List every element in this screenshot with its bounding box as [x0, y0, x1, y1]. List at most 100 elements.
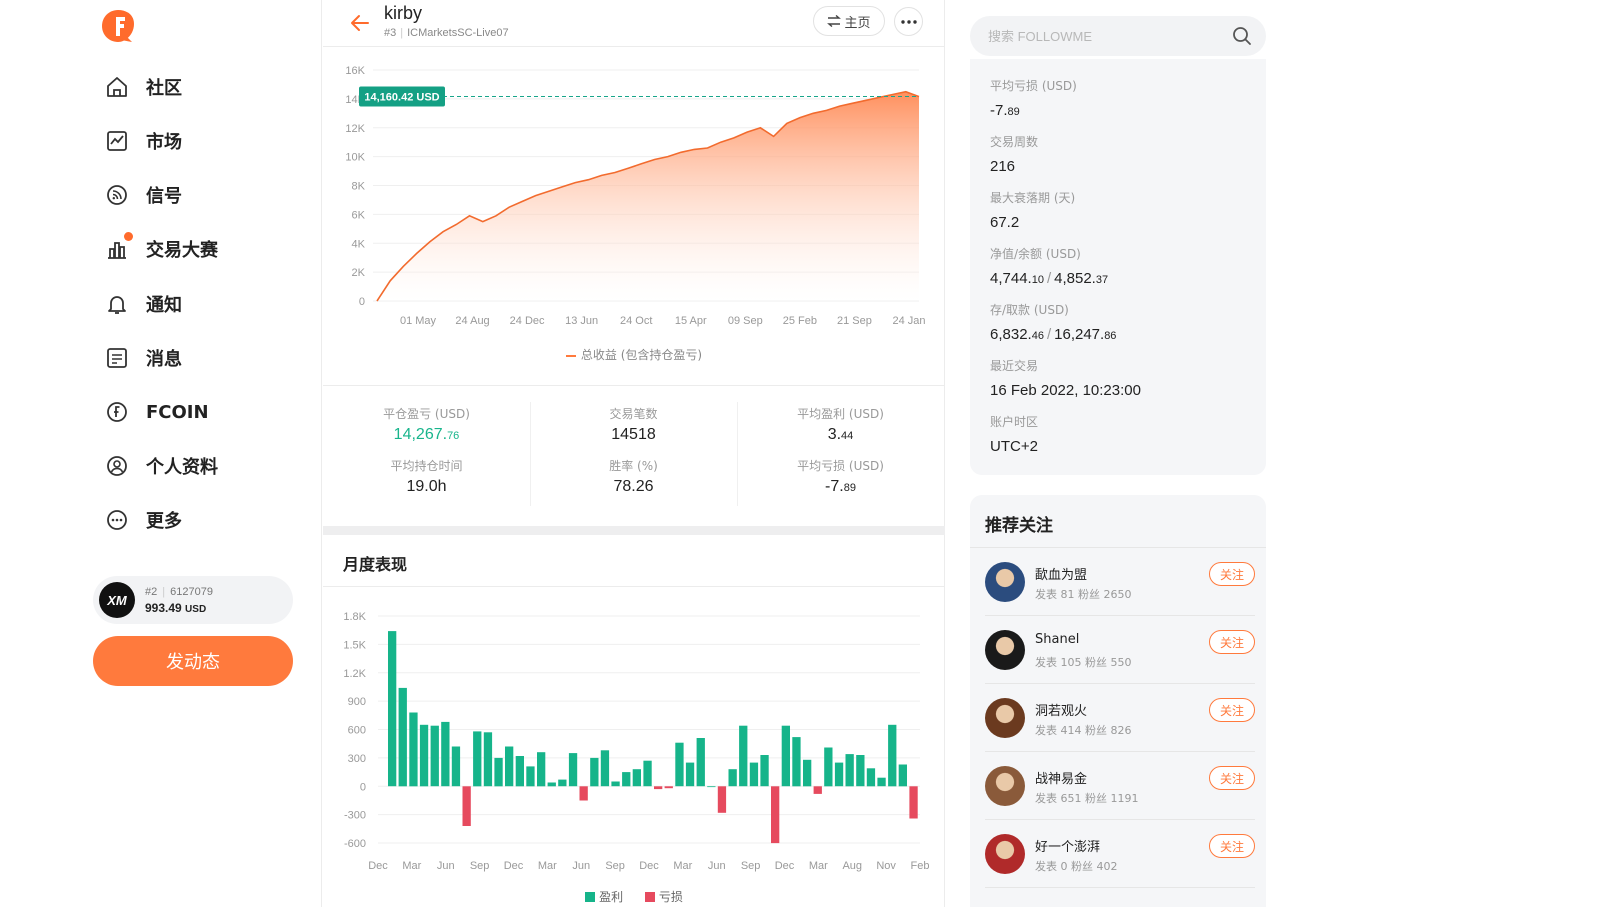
chart-icon [104, 128, 130, 154]
sidebar-item-5[interactable]: 通知 [104, 289, 182, 319]
stat-label: 平均亏损 (USD) [797, 459, 884, 473]
profit-bar [558, 779, 567, 787]
info-label: 最大衰落期 (天) [990, 191, 1076, 205]
stat-item: 交易笔数 14518 [530, 405, 737, 444]
follow-button[interactable]: 关注 [1209, 834, 1255, 858]
x-tick-label: Jun [708, 860, 726, 872]
sidebar-item-8[interactable]: 个人资料 [104, 451, 218, 481]
avatar[interactable] [985, 630, 1025, 670]
sidebar-item-2[interactable]: 市场 [104, 126, 182, 156]
profit-bar [685, 762, 695, 787]
x-tick-label: Aug [842, 860, 862, 872]
legend-profit: 盈利 [599, 890, 624, 904]
profit-bar [419, 724, 429, 787]
stat-value: 14,267.76 [323, 426, 530, 444]
trader-name: kirby [384, 3, 423, 23]
recommend-item[interactable]: 洞若观火 发表 414 粉丝 826 关注 [985, 684, 1255, 752]
profit-bar [505, 746, 514, 787]
post-button[interactable]: 发动态 [93, 636, 293, 686]
loss-bar [579, 786, 588, 801]
avatar[interactable] [985, 562, 1025, 602]
stat-label: 平均持仓时间 [390, 459, 463, 473]
home-button[interactable]: 主页 [813, 6, 885, 36]
sidebar-item-1[interactable]: 社区 [104, 72, 182, 102]
avatar[interactable] [985, 766, 1025, 806]
info-label: 账户时区 [990, 415, 1039, 429]
stat-label: 交易笔数 [609, 407, 658, 421]
stat-value: -7.89 [737, 478, 944, 496]
sidebar-item-7[interactable]: FCOIN [104, 397, 209, 427]
more-options-button[interactable] [894, 7, 923, 36]
info-label: 交易周数 [990, 135, 1039, 149]
profit-bar [409, 712, 418, 787]
stat-label: 胜率 (%) [609, 459, 658, 473]
recommend-name[interactable]: 战神易金 [1035, 772, 1088, 787]
switch-icon [827, 15, 842, 27]
x-tick-label: 25 Feb [783, 315, 817, 327]
stat-value-main: 3. [827, 426, 842, 443]
stat-value: 19.0h [323, 478, 530, 496]
back-arrow-icon[interactable] [349, 12, 371, 34]
follow-button[interactable]: 关注 [1209, 698, 1255, 722]
info-value: UTC+2 [990, 438, 1038, 455]
legend-swatch [565, 354, 576, 357]
loss-bar [813, 786, 822, 794]
profit-bar [568, 753, 578, 787]
info-label: 净值/余额 (USD) [990, 247, 1081, 261]
sidebar-item-label: 信号 [146, 186, 182, 207]
y-tick-label: 12K [345, 123, 365, 135]
search-input[interactable] [988, 28, 1218, 44]
recommend-name[interactable]: Shanel [1035, 632, 1080, 647]
recommend-item[interactable]: 战神易金 发表 651 粉丝 1191 关注 [985, 752, 1255, 820]
sidebar-item-label: 市场 [146, 132, 182, 153]
profit-bar [824, 747, 833, 787]
profit-bar [441, 721, 450, 787]
info-value-decimals: 89 [1007, 106, 1020, 118]
monthly-title: 月度表现 [343, 555, 408, 574]
recommend-name[interactable]: 歃血为盟 [1035, 568, 1088, 583]
sidebar-item-4[interactable]: 交易大赛 [104, 232, 218, 264]
more-icon [104, 507, 130, 533]
recommend-meta: 发表 81 粉丝 2650 [1035, 588, 1132, 601]
loss-bar [909, 786, 918, 819]
profit-bar [696, 738, 705, 787]
profit-bar [643, 760, 652, 787]
ellipsis-icon [900, 19, 917, 24]
info-value-main: UTC+2 [990, 438, 1038, 455]
sidebar-item-label: FCOIN [146, 401, 209, 423]
y-tick-label: 600 [348, 725, 366, 737]
account-id-line: #2 | 6127079 [145, 585, 213, 598]
info-value-decimals: 46 [1031, 330, 1044, 342]
avatar[interactable] [985, 834, 1025, 874]
x-tick-label: Nov [876, 860, 896, 872]
sidebar-item-6[interactable]: 消息 [104, 343, 182, 373]
x-tick-label: Jun [437, 860, 455, 872]
sidebar-item-3[interactable]: 信号 [104, 180, 182, 210]
follow-button[interactable]: 关注 [1209, 562, 1255, 586]
follow-button[interactable]: 关注 [1209, 766, 1255, 790]
search-icon[interactable] [1232, 26, 1252, 46]
recommend-name[interactable]: 好一个澎湃 [1035, 840, 1101, 855]
avatar[interactable] [985, 698, 1025, 738]
recommend-item[interactable]: 歃血为盟发表 81 粉丝 2650 关注 [985, 548, 1255, 616]
value-separator: / [1046, 326, 1052, 343]
profit-bar [537, 752, 546, 787]
loss-bar [664, 786, 673, 789]
recommend-name[interactable]: 洞若观火 [1035, 704, 1088, 719]
follow-button[interactable]: 关注 [1209, 630, 1255, 654]
followme-logo-icon[interactable] [101, 9, 135, 43]
account-balance-unit: USD [185, 603, 207, 615]
info-row: 存/取款 (USD) 6,832.46/16,247.86 [990, 301, 1116, 343]
recommend-title: 推荐关注 [985, 516, 1053, 536]
y-tick-label: 6K [352, 209, 366, 221]
x-tick-label: Sep [741, 860, 761, 872]
recommend-item[interactable]: Shanel 发表 105 粉丝 550 关注 [985, 616, 1255, 684]
sidebar-item-9[interactable]: 更多 [104, 505, 182, 535]
recommend-item[interactable]: 好一个澎湃 发表 0 粉丝 402 关注 [985, 820, 1255, 888]
equity-legend-label: 总收益 (包含持仓盈亏) [580, 348, 703, 362]
x-tick-label: 21 Sep [837, 315, 872, 327]
info-row: 最大衰落期 (天) 67.2 [990, 189, 1075, 231]
account-card[interactable]: XM #2 | 6127079 993.49 USD [93, 576, 293, 624]
equity-area [377, 91, 919, 301]
info-value-main: 4,744. [990, 270, 1032, 287]
